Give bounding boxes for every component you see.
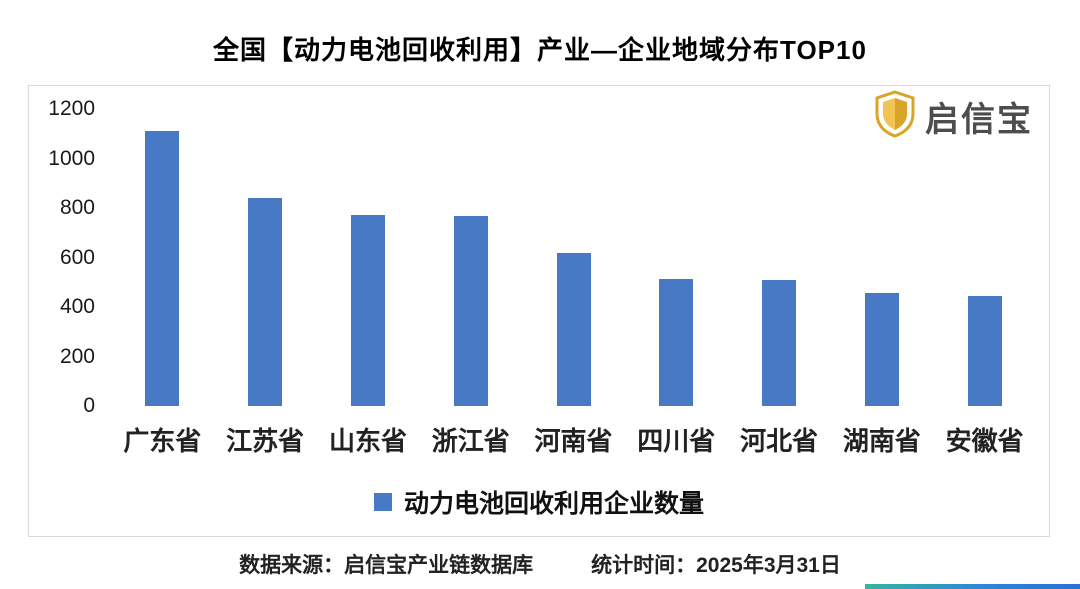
y-tick-label: 800 (59, 196, 95, 219)
x-axis-label: 河北省 (740, 426, 819, 456)
bar-slot (317, 109, 420, 406)
plot-area (111, 109, 1036, 406)
bar-四川省 (659, 278, 694, 406)
x-axis-label: 浙江省 (431, 426, 510, 456)
y-tick-label: 1200 (48, 97, 95, 120)
bar-slot (933, 109, 1036, 406)
legend-label: 动力电池回收利用企业数量 (403, 490, 704, 518)
bar-山东省 (350, 215, 385, 406)
x-axis-label: 河南省 (534, 426, 613, 456)
y-tick-label: 400 (59, 295, 95, 318)
legend-swatch (373, 493, 392, 511)
bar-slot (419, 109, 522, 406)
x-axis-label: 广东省 (123, 426, 202, 456)
y-tick-label: 600 (59, 245, 95, 269)
stat-time-text: 统计时间：2025年3月31日 (591, 554, 841, 577)
y-tick-label: 0 (83, 394, 95, 417)
bar-广东省 (145, 131, 180, 406)
legend: 动力电池回收利用企业数量 (29, 484, 1049, 520)
bottom-decoration-strip (865, 584, 1080, 589)
x-axis-label: 四川省 (637, 426, 716, 456)
bar-湖南省 (864, 292, 899, 406)
x-axis-label: 安徽省 (945, 426, 1024, 456)
y-axis: 0 200 400 600 800 1000 1200 (29, 97, 107, 417)
bar-slot (728, 109, 831, 406)
qixinbao-brand-text: 启信宝 (925, 101, 1033, 139)
bar-浙江省 (453, 215, 488, 406)
bar-slot (522, 109, 625, 406)
chart-card: 启信宝 0 200 400 600 800 1000 1200 广东省 江苏省 山东省 浙江省 河南… (28, 85, 1050, 537)
x-axis-label: 江苏省 (226, 426, 305, 456)
y-tick-label: 200 (59, 344, 95, 368)
bar-slot (625, 109, 728, 406)
y-tick-label: 1000 (48, 146, 95, 170)
chart-title: 全国【动力电池回收利用】产业—企业地域分布TOP10 (213, 35, 867, 65)
bar-slot (111, 109, 214, 406)
qixinbao-shield-icon (873, 90, 917, 143)
bar-河南省 (556, 253, 591, 406)
footer: 数据来源：启信宝产业链数据库 统计时间：2025年3月31日 (0, 549, 1080, 579)
bar-slot (214, 109, 317, 406)
x-axis-label: 山东省 (328, 426, 407, 456)
bar-河北省 (762, 280, 797, 406)
data-source-text: 数据来源：启信宝产业链数据库 (239, 554, 534, 577)
bar-江苏省 (248, 198, 283, 406)
x-axis-labels: 广东省 江苏省 山东省 浙江省 河南省 四川省 河北省 湖南省 安徽省 (111, 421, 1036, 458)
bar-slot (830, 109, 933, 406)
bar-安徽省 (967, 295, 1002, 406)
x-axis-label: 湖南省 (842, 426, 921, 456)
qixinbao-logo: 启信宝 (873, 90, 1033, 143)
